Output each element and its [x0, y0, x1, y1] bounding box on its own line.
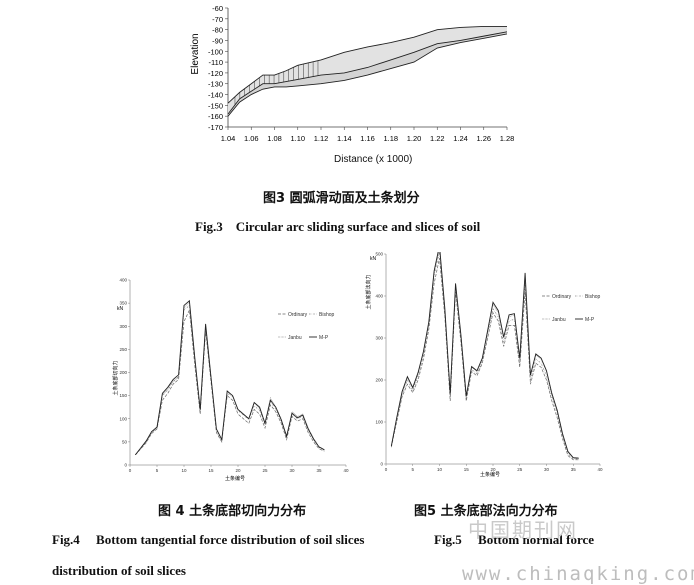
fig4-series-janbu: [135, 301, 325, 456]
fig3-ylabel: Elevation: [190, 33, 201, 74]
fig4-legend-label: M-P: [319, 335, 329, 341]
fig5-xtick-label: 25: [517, 467, 523, 472]
fig3-ytick-label: -60: [212, 4, 223, 13]
fig3-slip-band: [228, 31, 507, 117]
fig5-caption-en: Fig.5 Bottom normal force: [434, 532, 595, 547]
fig5-ytick-label: 500: [375, 252, 383, 257]
fig3-xtick-label: 1.16: [360, 134, 375, 143]
fig4-series-ordinary: [135, 308, 325, 456]
fig3-caption-cn: 图3 圆弧滑动面及土条划分: [263, 191, 420, 206]
fig3-xtick-label: 1.10: [290, 134, 305, 143]
fig5-xtick-label: 35: [571, 467, 577, 472]
fig3-ytick-label: -170: [208, 123, 223, 132]
fig5-legend-label: Ordinary: [552, 294, 572, 300]
fig3-xtick-label: 1.18: [383, 134, 398, 143]
fig4-caption-en-cont: distribution of soil slices: [52, 563, 186, 578]
fig5-ytick-label: 100: [375, 420, 383, 425]
fig5-ytick-label: 300: [375, 336, 383, 341]
fig3-ytick-label: -120: [208, 69, 223, 78]
fig3-ytick-label: -80: [212, 26, 223, 35]
fig4-series-m-p: [135, 299, 325, 456]
fig3-xtick-label: 1.26: [476, 134, 491, 143]
fig4-xtick-label: 5: [156, 468, 159, 473]
fig5-xtick-label: 10: [437, 467, 443, 472]
fig4-xlabel: 土条编号: [225, 475, 245, 482]
fig5-legend-label: Bishop: [585, 294, 601, 300]
fig4-xtick-label: 20: [235, 468, 241, 473]
fig3-ytick-label: -110: [209, 58, 223, 67]
fig4-legend-label: Ordinary: [288, 312, 308, 318]
fig4-xtick-label: 35: [316, 468, 322, 473]
fig5-series-janbu: [391, 252, 579, 459]
fig3-ytick-label: -130: [208, 80, 223, 89]
fig3-ytick-label: -150: [208, 101, 223, 110]
fig3-xtick-label: 1.20: [407, 134, 422, 143]
fig3-xtick-label: 1.24: [453, 134, 468, 143]
fig4-unit: kN: [117, 306, 124, 312]
fig4-ytick-label: 150: [119, 393, 127, 398]
fig3-ytick-label: -160: [208, 112, 223, 121]
fig5-caption-cn: 图5 土条底部法向力分布: [414, 504, 558, 519]
fig3-slip-surface: [227, 31, 508, 115]
fig4-ytick-label: 50: [122, 439, 128, 444]
fig3-ground-surface: [227, 25, 507, 104]
fig3-ytick-label: -90: [212, 36, 223, 45]
fig5-xtick-label: 20: [490, 467, 496, 472]
fig3-ytick-label: -100: [208, 47, 223, 56]
fig4-ytick-label: 0: [124, 463, 127, 468]
fig3-xlabel: Distance (x 1000): [334, 154, 413, 165]
fig4-ytick-label: 200: [119, 370, 127, 375]
fig4-xtick-label: 15: [208, 468, 214, 473]
fig4-ytick-label: 100: [119, 416, 127, 421]
watermark-logo-text: 中国期刊网: [468, 518, 578, 542]
fig4-ytick-label: 300: [119, 324, 127, 329]
fig5-xtick-label: 0: [385, 467, 388, 472]
fig3-xtick-label: 1.12: [314, 134, 329, 143]
fig4-xtick-label: 0: [129, 468, 132, 473]
fig5-ytick-label: 200: [375, 378, 383, 383]
fig5-legend-label: M-P: [585, 317, 595, 323]
fig4-legend-label: Bishop: [319, 312, 335, 318]
fig5-series-m-p: [390, 252, 579, 459]
fig5-xtick-label: 5: [411, 467, 414, 472]
fig5-unit: kN: [370, 256, 377, 262]
fig4-xtick-label: 40: [343, 468, 349, 473]
fig3-xtick-label: 1.28: [500, 134, 515, 143]
fig3-xtick-label: 1.22: [430, 134, 445, 143]
fig3-xtick-label: 1.14: [337, 134, 352, 143]
fig3-base-line: [227, 33, 508, 117]
fig4-chart: 0 50 100 150 200 250 300 350 400 0 5 10 15 20 25 30 35 4…: [112, 278, 349, 482]
fig5-series-bishop: [391, 252, 579, 460]
fig5-series-ordinary: [391, 258, 579, 461]
fig5-xtick-label: 40: [597, 467, 603, 472]
fig4-ytick-label: 250: [119, 347, 127, 352]
fig5-chart: 0 100 200 300 400 500 0 5 10 15 20 25 30 35 40 Ordina…: [365, 252, 603, 478]
fig4-ytick-label: 350: [119, 301, 127, 306]
fig4-caption-en: Fig.4 Bottom tangential force distributi…: [52, 532, 365, 547]
watermark-url: www.chinaqking.com: [462, 563, 694, 585]
fig5-legend-label: Janbu: [552, 317, 566, 323]
fig4-legend-label: Janbu: [288, 335, 302, 341]
fig3-chart: -60 -70 -80-90 -100 -110 -120 -130 -140-150 -160…: [190, 4, 515, 143]
fig5-ylabel: 土条底部法向力: [365, 274, 372, 309]
fig5-xtick-label: 15: [464, 467, 470, 472]
fig4-xtick-label: 30: [289, 468, 295, 473]
fig5-ytick-label: 0: [380, 462, 383, 467]
fig3-ytick-label: -140: [208, 91, 223, 100]
fig3-xtick-label: 1.06: [244, 134, 259, 143]
fig3-xtick-label: 1.08: [267, 134, 282, 143]
fig5-xlabel: 土条编号: [480, 471, 500, 478]
fig3-caption-en: Fig.3 Circular arc sliding surface and s…: [195, 219, 481, 234]
fig4-series-bishop: [135, 304, 325, 456]
fig3-xtick-label: 1.04: [221, 134, 236, 143]
fig5-xtick-label: 30: [544, 467, 550, 472]
fig4-ytick-label: 400: [119, 278, 127, 283]
fig3-ytick-label: -70: [212, 15, 223, 24]
fig4-caption-cn: 图 4 土条底部切向力分布: [158, 504, 307, 519]
fig4-ylabel: 土条底部切向力: [112, 360, 119, 395]
fig5-ytick-label: 400: [375, 294, 383, 299]
fig4-xtick-label: 10: [181, 468, 187, 473]
fig4-xtick-label: 25: [262, 468, 268, 473]
